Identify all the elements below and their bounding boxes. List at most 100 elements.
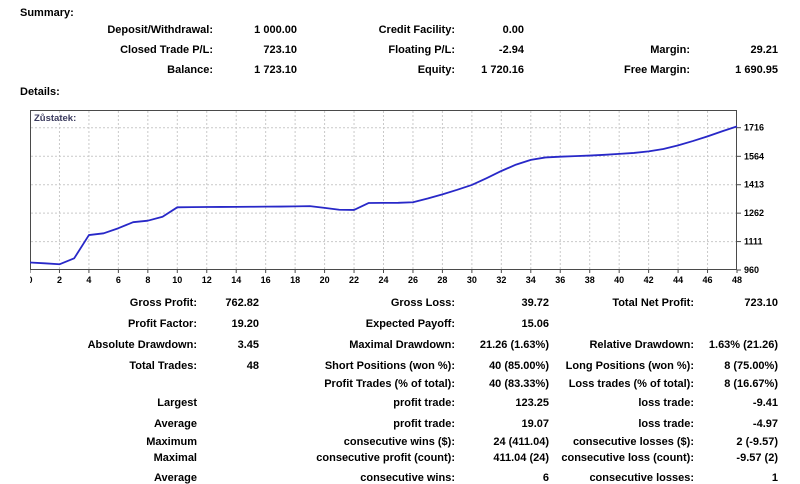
details-label: Expected Payoff:	[365, 318, 455, 330]
x-axis-tick-label: 36	[555, 275, 565, 285]
x-axis-tick-label: 46	[703, 275, 713, 285]
summary-heading: Summary:	[20, 7, 74, 19]
x-axis-tick-label: 10	[172, 275, 182, 285]
x-axis-tick-label: 24	[378, 275, 388, 285]
plot-border	[30, 110, 737, 270]
x-axis-tick-label: 12	[202, 275, 212, 285]
summary-value: 723.10	[263, 44, 297, 56]
summary-label: Margin:	[650, 44, 690, 56]
details-label: consecutive wins ($):	[343, 436, 455, 448]
x-axis-tick-label: 48	[732, 275, 742, 285]
chart-title: Zůstatek:	[34, 113, 76, 124]
x-axis-tick-label: 32	[496, 275, 506, 285]
details-label: Maximum	[146, 436, 197, 448]
details-label: profit trade:	[393, 418, 455, 430]
details-value: 123.25	[515, 397, 549, 409]
summary-label: Deposit/Withdrawal:	[107, 24, 213, 36]
balance-chart: 0246810121416182022242628303234363840424…	[27, 110, 800, 292]
details-label: Loss trades (% of total):	[568, 378, 694, 390]
details-heading: Details:	[20, 86, 60, 98]
balance-line	[29, 125, 738, 266]
x-axis-tick-label: 8	[145, 275, 150, 285]
x-axis-tick-label: 4	[86, 275, 91, 285]
x-axis-tick-label: 26	[408, 275, 418, 285]
x-axis-tick-label: 34	[526, 275, 536, 285]
details-value: 1	[771, 472, 778, 484]
details-value: 24 (411.04)	[493, 436, 549, 448]
x-axis-tick-label: 2	[57, 275, 62, 285]
details-value: 8 (75.00%)	[724, 360, 778, 372]
x-axis-tick-label: 16	[261, 275, 271, 285]
x-axis-tick-label: 30	[467, 275, 477, 285]
details-value: 3.45	[237, 339, 259, 351]
details-label: Average	[153, 418, 197, 430]
summary-value: 1 000.00	[254, 24, 297, 36]
x-axis-tick-label: 6	[116, 275, 121, 285]
summary-value: -2.94	[498, 44, 524, 56]
details-value: 2 (-9.57)	[736, 436, 778, 448]
x-axis-tick-label: 28	[437, 275, 447, 285]
details-value: 39.72	[521, 297, 549, 309]
balance-chart-svg: 0246810121416182022242628303234363840424…	[27, 110, 764, 285]
x-axis-tick-label: 14	[231, 275, 241, 285]
x-axis-tick-label: 44	[673, 275, 683, 285]
x-axis-tick-label: 40	[614, 275, 624, 285]
details-value: 762.82	[225, 297, 259, 309]
details-label: consecutive profit (count):	[316, 452, 455, 464]
x-axis-tick-label: 38	[585, 275, 595, 285]
details-label: Total Trades:	[129, 360, 197, 372]
y-axis-tick-label: 1262	[744, 208, 764, 218]
details-label: profit trade:	[393, 397, 455, 409]
x-axis-tick-label: 22	[349, 275, 359, 285]
y-axis-tick-label: 1564	[744, 151, 764, 161]
details-value: 40 (83.33%)	[489, 378, 549, 390]
y-axis-tick-label: 1716	[744, 123, 764, 133]
details-value: 40 (85.00%)	[489, 360, 549, 372]
details-value: 723.10	[744, 297, 778, 309]
summary-value: 1 723.10	[254, 64, 297, 76]
summary-label: Closed Trade P/L:	[120, 44, 213, 56]
y-axis-tick-label: 1413	[744, 180, 764, 190]
details-label: Maximal	[153, 452, 197, 464]
details-label: consecutive wins:	[360, 472, 455, 484]
details-value: 411.04 (24)	[493, 452, 549, 464]
details-label: Largest	[157, 397, 197, 409]
details-label: consecutive losses ($):	[572, 436, 694, 448]
grid-lines	[31, 111, 736, 269]
details-label: Profit Trades (% of total):	[324, 378, 455, 390]
summary-label: Balance:	[167, 64, 213, 76]
details-label: Gross Loss:	[390, 297, 455, 309]
details-label: loss trade:	[638, 418, 694, 430]
summary-value: 1 720.16	[481, 64, 524, 76]
details-label: consecutive loss (count):	[561, 452, 694, 464]
summary-label: Floating P/L:	[388, 44, 455, 56]
axis-labels: 0246810121416182022242628303234363840424…	[27, 123, 764, 285]
y-axis-tick-label: 960	[744, 265, 759, 275]
summary-value: 1 690.95	[735, 64, 778, 76]
details-label: Absolute Drawdown:	[87, 339, 197, 351]
details-label: Average	[153, 472, 197, 484]
summary-label: Free Margin:	[623, 64, 690, 76]
y-axis-tick-label: 1111	[744, 237, 763, 247]
x-axis-tick-label: 0	[30, 275, 33, 285]
x-axis-tick-label: 42	[644, 275, 654, 285]
details-value: 15.06	[521, 318, 549, 330]
summary-value: 0.00	[502, 24, 524, 36]
details-label: Total Net Profit:	[612, 297, 694, 309]
details-label: consecutive losses:	[589, 472, 694, 484]
details-value: 1.63% (21.26)	[708, 339, 778, 351]
details-value: 21.26 (1.63%)	[479, 339, 549, 351]
summary-label: Equity:	[417, 64, 455, 76]
details-value: -9.41	[752, 397, 778, 409]
details-label: Gross Profit:	[129, 297, 197, 309]
details-value: 48	[246, 360, 259, 372]
details-value: -9.57 (2)	[736, 452, 778, 464]
summary-value: 29.21	[750, 44, 778, 56]
details-label: Short Positions (won %):	[324, 360, 455, 372]
details-value: 19.20	[231, 318, 259, 330]
details-value: 6	[542, 472, 549, 484]
x-axis-tick-label: 18	[290, 275, 300, 285]
details-value: -4.97	[752, 418, 778, 430]
summary-label: Credit Facility:	[378, 24, 455, 36]
details-label: loss trade:	[638, 397, 694, 409]
